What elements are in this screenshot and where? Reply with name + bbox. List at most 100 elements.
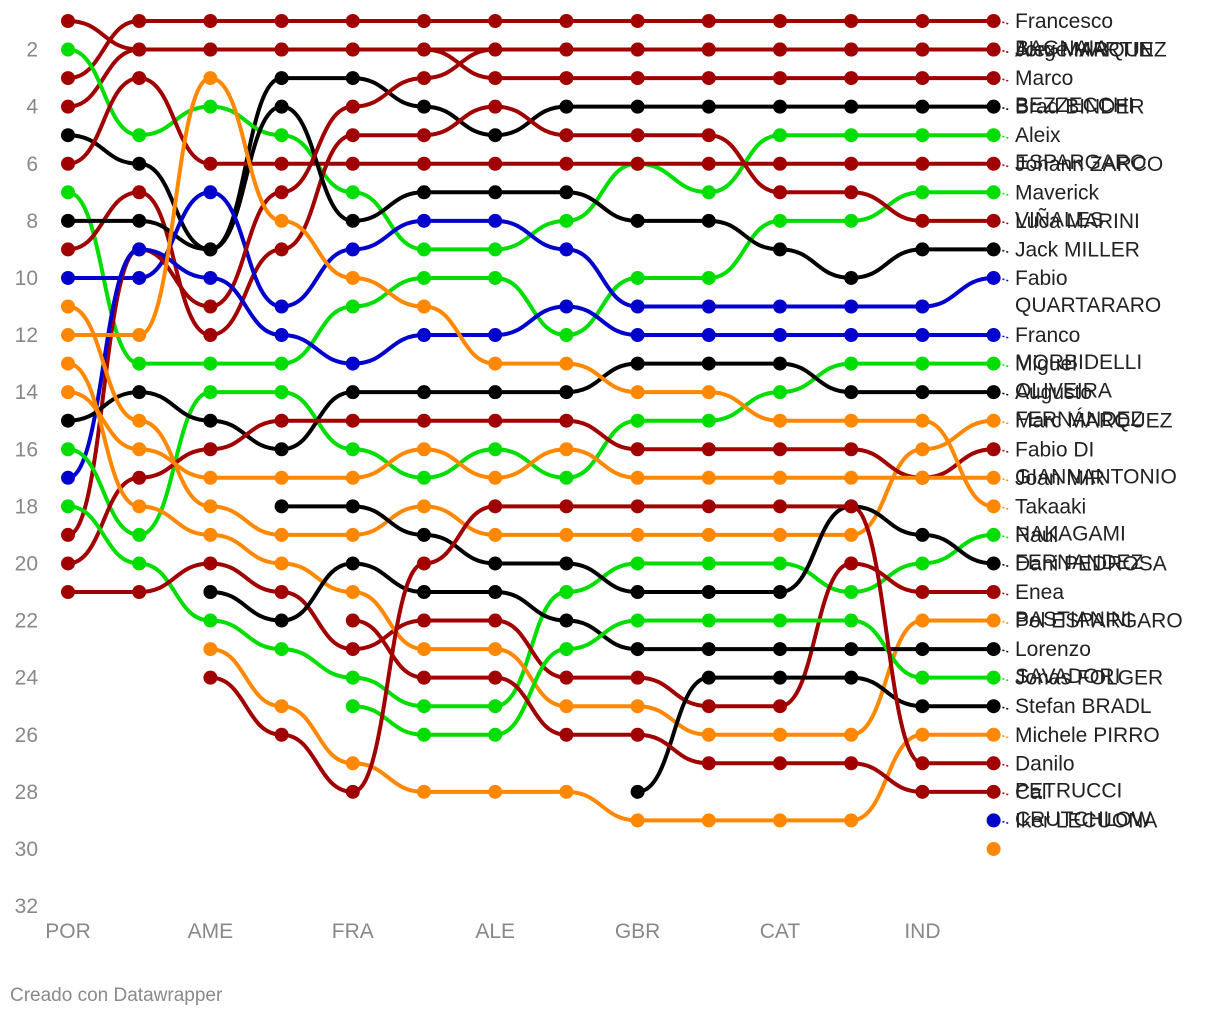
y-tick-label: 8 <box>26 210 38 233</box>
rider-label: Marco <box>1015 67 1073 90</box>
data-point <box>844 156 859 171</box>
rider-label: Aleix <box>1015 124 1061 147</box>
data-point <box>773 156 787 171</box>
y-tick-label: 20 <box>15 552 38 575</box>
series-line <box>66 76 996 509</box>
data-point <box>701 613 716 628</box>
data-point <box>274 156 289 171</box>
data-point <box>701 756 716 771</box>
data-point <box>915 299 930 314</box>
data-point <box>915 527 930 542</box>
data-point <box>559 156 574 171</box>
data-point <box>844 727 859 742</box>
data-point <box>274 556 289 571</box>
data-point <box>844 99 859 114</box>
label-connector <box>998 220 1010 225</box>
data-point <box>844 14 859 28</box>
data-point <box>203 270 218 285</box>
rider-label: FERNÁNDEZ <box>1015 408 1144 431</box>
rider-label: MORBIDELLI <box>1015 351 1142 374</box>
data-point <box>203 42 218 57</box>
series-points <box>61 14 1001 856</box>
data-point <box>986 385 1001 400</box>
data-point <box>701 470 716 485</box>
data-point <box>559 442 574 457</box>
data-point <box>773 442 787 457</box>
data-point <box>488 699 503 714</box>
data-point <box>203 470 218 485</box>
data-point <box>701 270 716 285</box>
data-point <box>417 185 431 200</box>
data-point <box>701 699 716 714</box>
data-point <box>274 242 289 257</box>
data-point <box>559 670 574 685</box>
data-point <box>773 328 787 343</box>
data-point <box>61 42 75 57</box>
data-point <box>844 642 859 657</box>
data-point <box>345 156 360 171</box>
data-point <box>61 299 75 314</box>
data-point <box>203 328 218 343</box>
data-point <box>559 613 574 628</box>
data-point <box>701 328 716 343</box>
data-point <box>986 128 1001 143</box>
label-connector <box>998 762 1010 768</box>
data-point <box>488 99 503 114</box>
data-point <box>345 213 360 228</box>
data-point <box>488 156 503 171</box>
data-point <box>559 385 574 400</box>
data-point <box>559 413 574 428</box>
data-point <box>417 470 431 485</box>
label-connector <box>998 477 1010 482</box>
label-connector <box>998 505 1010 511</box>
data-point <box>559 14 574 28</box>
data-point <box>345 242 360 257</box>
data-point <box>915 99 930 114</box>
data-point <box>132 442 147 457</box>
data-point <box>488 328 503 343</box>
data-point <box>844 270 859 285</box>
data-point <box>844 442 859 457</box>
data-point <box>559 585 574 599</box>
data-point <box>844 185 859 200</box>
rider-label: Marc MARQUEZ <box>1015 410 1173 433</box>
data-point <box>274 585 289 599</box>
data-point <box>986 242 1001 257</box>
data-point <box>915 613 930 628</box>
data-point <box>773 813 787 828</box>
data-point <box>345 99 360 114</box>
data-point <box>773 670 787 685</box>
data-point <box>132 14 147 28</box>
data-point <box>915 784 930 799</box>
data-point <box>701 99 716 114</box>
label-connector <box>998 105 1010 111</box>
data-point <box>417 613 431 628</box>
data-point <box>844 128 859 143</box>
rider-label: Michele PIRRO <box>1015 724 1160 747</box>
data-point <box>773 756 787 771</box>
data-point <box>915 242 930 257</box>
data-point <box>701 356 716 371</box>
rider-label: GIANNANTONIO <box>1015 465 1177 488</box>
rider-label: Takaaki <box>1015 495 1086 518</box>
data-point <box>274 642 289 657</box>
data-point <box>844 527 859 542</box>
data-point <box>773 585 787 599</box>
x-axis: POR AME FRA ALE GBR CAT IND <box>45 920 940 943</box>
label-connector <box>998 248 1010 254</box>
x-tick-label: IND <box>904 920 940 943</box>
data-point <box>488 242 503 257</box>
data-point <box>559 299 574 314</box>
data-point <box>417 585 431 599</box>
data-point <box>488 413 503 428</box>
data-point <box>274 42 289 57</box>
datawrapper-credit[interactable]: Creado con Datawrapper <box>10 985 223 1006</box>
data-point <box>986 585 1001 599</box>
data-point <box>559 128 574 143</box>
y-tick-label: 28 <box>15 781 38 804</box>
data-point <box>345 14 360 28</box>
data-point <box>773 413 787 428</box>
data-point <box>630 299 645 314</box>
